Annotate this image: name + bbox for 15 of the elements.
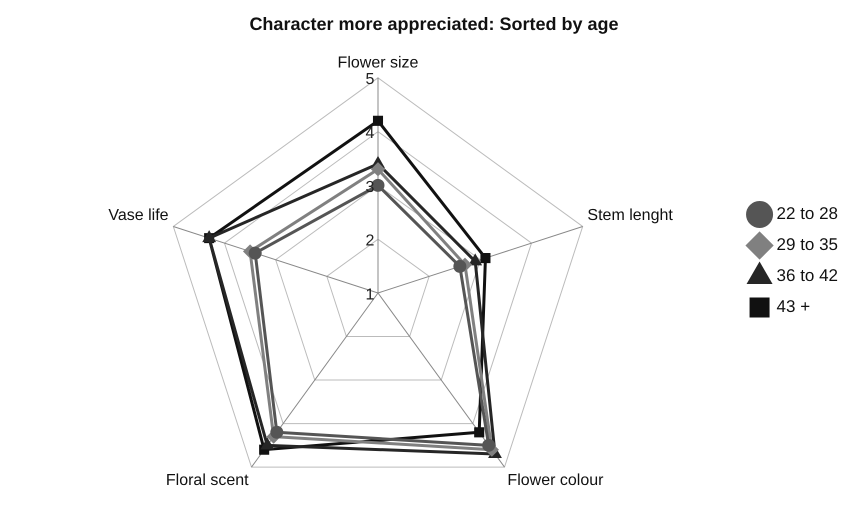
y-tick-label: 3 xyxy=(366,178,375,196)
legend-label: 22 to 28 xyxy=(776,204,838,224)
spoke-label: Stem lenght xyxy=(587,206,674,224)
spoke-label: Floral scent xyxy=(166,472,250,490)
spoke-label: Flower size xyxy=(338,54,419,72)
spoke-label: Vase life xyxy=(108,206,169,224)
y-tick-label: 1 xyxy=(366,286,375,304)
chart-title: Character more appreciated: Sorted by age xyxy=(249,14,619,34)
y-tick-label: 5 xyxy=(366,71,375,88)
legend-label: 36 to 42 xyxy=(776,266,838,286)
legend-label: 43 + xyxy=(776,297,810,316)
legend-label: 29 to 35 xyxy=(776,235,838,254)
spoke-label: Flower colour xyxy=(507,472,604,490)
y-tick-label: 2 xyxy=(366,232,375,250)
y-tick-label: 4 xyxy=(366,125,375,142)
